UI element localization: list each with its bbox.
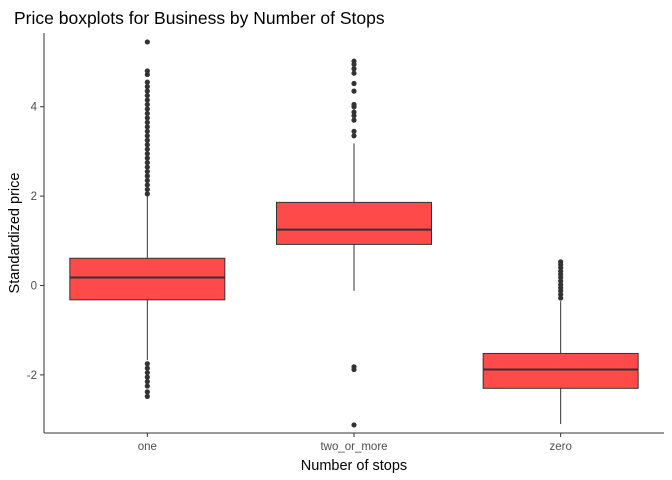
outlier-point (144, 383, 150, 389)
outlier-point (144, 142, 150, 148)
outlier-point (144, 370, 150, 376)
outlier-point (144, 182, 150, 188)
x-tick-label: one (138, 441, 157, 453)
y-tick-label: 4 (31, 102, 38, 114)
y-tick-label: 0 (31, 281, 37, 293)
outlier-point (144, 124, 150, 130)
outlier-point (144, 106, 150, 112)
iqr-box (276, 201, 432, 245)
outlier-point (144, 151, 150, 157)
outlier-point (144, 365, 150, 371)
outlier-point (351, 113, 357, 119)
outlier-point (144, 71, 150, 78)
outlier-point (144, 101, 150, 108)
y-tick-label: -2 (27, 370, 37, 382)
outlier-point (144, 88, 150, 94)
x-axis-title: Number of stops (301, 458, 407, 474)
outlier-point (144, 155, 150, 161)
y-axis-title: Standardized price (7, 173, 23, 294)
outlier-point (351, 101, 357, 108)
outlier-point (144, 191, 150, 197)
outlier-point (351, 366, 357, 373)
outlier-point (144, 133, 150, 139)
outlier-point (144, 374, 150, 380)
outlier-point (144, 119, 150, 125)
outlier-point (144, 379, 150, 385)
outlier-point (351, 66, 357, 72)
outlier-point (144, 389, 150, 395)
outlier-point (144, 137, 150, 143)
outlier-point (558, 295, 564, 301)
plot-area (69, 39, 639, 428)
outlier-point (144, 393, 150, 399)
outlier-point (144, 168, 150, 175)
outlier-point (351, 80, 357, 87)
outlier-point (144, 173, 150, 179)
x-axis-ticks: one two_or_more zero (138, 433, 572, 453)
outlier-point (144, 97, 150, 103)
outlier-point (558, 291, 564, 298)
outlier-point (144, 186, 150, 193)
outlier-point (351, 422, 357, 428)
box-group-two-or-more (276, 58, 432, 428)
outlier-point (558, 282, 564, 288)
outlier-point (144, 177, 150, 184)
outlier-point (351, 88, 357, 94)
chart-title: Price boxplots for Business by Number of… (14, 8, 385, 28)
outlier-point (558, 268, 564, 274)
outlier-point (144, 164, 150, 170)
outlier-point (144, 84, 150, 90)
x-tick-label: two_or_more (320, 441, 387, 453)
box-group-one (69, 39, 226, 399)
outlier-point (351, 133, 357, 139)
outlier-point (144, 110, 150, 117)
outlier-point (144, 361, 150, 367)
outlier-point (558, 278, 564, 284)
outlier-point (351, 70, 357, 76)
outlier-point (351, 117, 357, 123)
iqr-box (482, 352, 639, 389)
outlier-point (144, 68, 150, 74)
outlier-point (144, 128, 150, 134)
y-tick-label: 2 (31, 191, 37, 203)
iqr-box (69, 257, 226, 301)
x-tick-label: zero (549, 441, 571, 453)
outlier-point (144, 146, 150, 152)
outlier-point (351, 58, 357, 64)
outlier-point (144, 39, 150, 45)
outlier-point (558, 259, 564, 265)
outlier-point (144, 115, 150, 121)
outlier-point (144, 79, 150, 85)
y-axis-ticks: -2 0 2 4 (27, 102, 44, 382)
outlier-point (351, 109, 357, 115)
outlier-point (144, 160, 150, 166)
outlier-point (351, 128, 357, 134)
outlier-point (144, 92, 150, 99)
box-group-zero (482, 259, 639, 425)
